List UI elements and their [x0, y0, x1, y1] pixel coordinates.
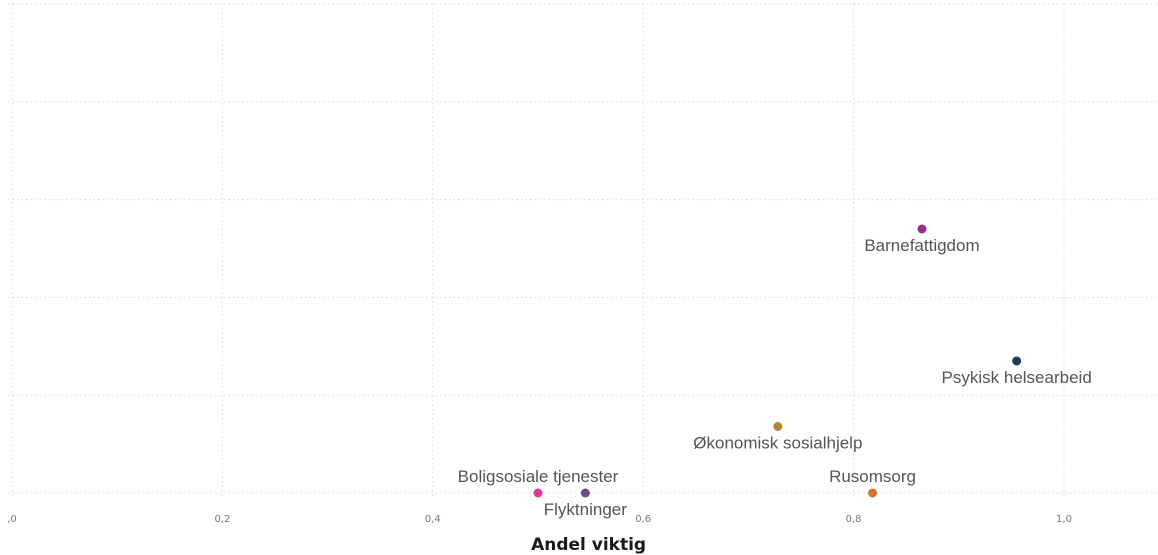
data-point[interactable]	[580, 488, 590, 498]
data-point[interactable]	[1012, 356, 1022, 366]
data-label: Barnefattigdom	[864, 236, 979, 255]
x-axis-ticks: ,0 0,2 0,4 0,6 0,8 1,0	[7, 514, 1072, 525]
data-label: Flyktninger	[544, 500, 627, 519]
data-points	[533, 224, 1022, 498]
data-point[interactable]	[773, 421, 783, 431]
x-tick-label: 0,2	[214, 514, 230, 525]
data-label: Boligsosiale tjenester	[458, 467, 619, 486]
data-point[interactable]	[917, 224, 927, 234]
x-tick-label: 0,4	[425, 514, 441, 525]
data-label: Økonomisk sosialhjelp	[693, 433, 862, 452]
x-tick-label: 0,8	[846, 514, 862, 525]
x-tick-label: 0,6	[635, 514, 651, 525]
data-label: Psykisk helsearbeid	[942, 368, 1092, 387]
x-tick-label: 1,0	[1056, 514, 1072, 525]
data-point[interactable]	[533, 488, 543, 498]
x-tick-label: ,0	[7, 514, 17, 525]
data-labels: Barnefattigdom Psykisk helsearbeid Økonomi…	[458, 236, 1092, 519]
grid	[8, 3, 1158, 497]
x-axis-title: Andel viktig	[531, 535, 646, 555]
data-point[interactable]	[868, 488, 878, 498]
data-label: Rusomsorg	[829, 467, 916, 486]
